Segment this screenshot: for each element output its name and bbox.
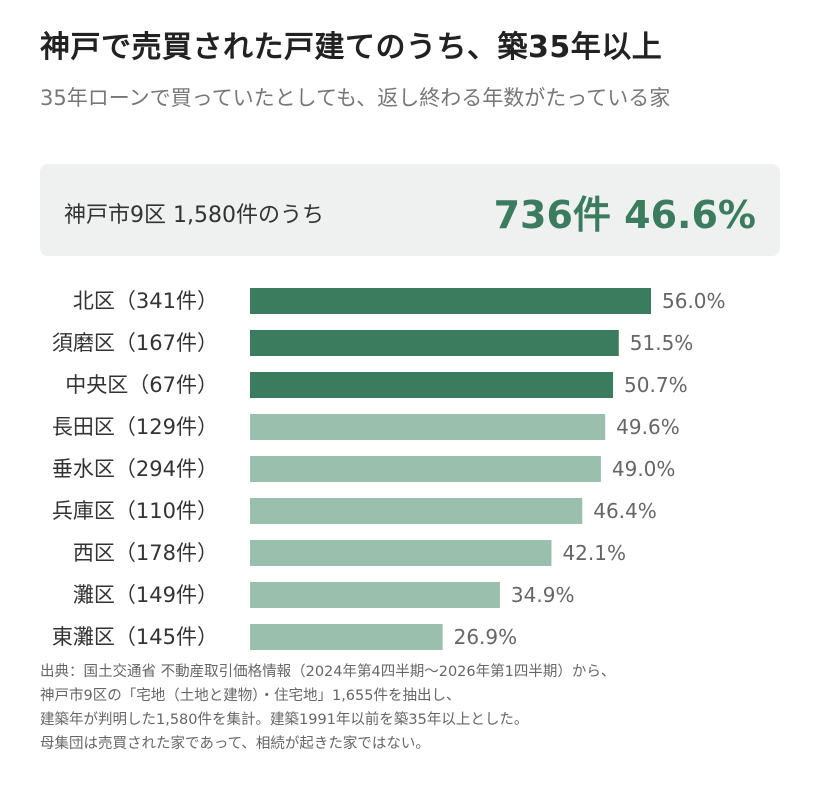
bar <box>250 372 614 398</box>
value-label: 51.5% <box>630 331 694 355</box>
bar <box>250 414 606 440</box>
value-label: 56.0% <box>662 289 726 313</box>
source-line: 出典：国土交通省 不動産取引価格情報（2024年第4四半期〜2026年第1四半期… <box>40 664 616 680</box>
bar <box>250 288 651 314</box>
category-label: 西区（178件） <box>73 541 218 565</box>
source-line: 建築年が判明した1,580件を集計。建築1991年以前を築35年以上とした。 <box>40 712 529 728</box>
category-label: 灘区（149件） <box>73 583 218 607</box>
chart-subtitle: 35年ローンで買っていたとしても、返し終わる年数がたっている家 <box>40 86 671 110</box>
source-line: 母集団は売買された家であって、相続が起きた家ではない。 <box>40 736 430 752</box>
bar <box>250 624 443 650</box>
bar <box>250 456 601 482</box>
value-label: 49.6% <box>616 415 680 439</box>
category-label: 垂水区（294件） <box>52 457 218 481</box>
bar <box>250 330 619 356</box>
summary-label: 神戸市9区 1,580件のうち <box>64 203 324 228</box>
bar <box>250 498 583 524</box>
value-label: 26.9% <box>454 625 518 649</box>
value-label: 46.4% <box>593 499 657 523</box>
value-label: 49.0% <box>612 457 676 481</box>
category-label: 須磨区（167件） <box>52 331 218 355</box>
source-line: 神戸市9区の「宅地（土地と建物）・住宅地」1,655件を抽出し、 <box>40 688 461 704</box>
source-note: 出典：国土交通省 不動産取引価格情報（2024年第4四半期〜2026年第1四半期… <box>40 660 615 756</box>
value-label: 42.1% <box>562 541 626 565</box>
category-label: 東灘区（145件） <box>52 625 218 649</box>
value-label: 50.7% <box>624 373 688 397</box>
value-label: 34.9% <box>511 583 575 607</box>
bar-chart: 北区（341件） 56.0% 須磨区（167件） 51.5% 中央区（67件） 50.7%… <box>52 288 726 650</box>
summary-value: 736件 46.6% <box>493 193 756 237</box>
chart-title: 神戸で売買された戸建てのうち、築35年以上 <box>40 30 663 65</box>
category-label: 長田区（129件） <box>52 415 218 439</box>
summary-box: 神戸市9区 1,580件のうち 736件 46.6% <box>40 164 780 256</box>
category-label: 兵庫区（110件） <box>52 499 218 523</box>
category-label: 中央区（67件） <box>65 373 218 397</box>
bar <box>250 582 500 608</box>
category-label: 北区（341件） <box>73 289 218 313</box>
bar <box>250 540 552 566</box>
